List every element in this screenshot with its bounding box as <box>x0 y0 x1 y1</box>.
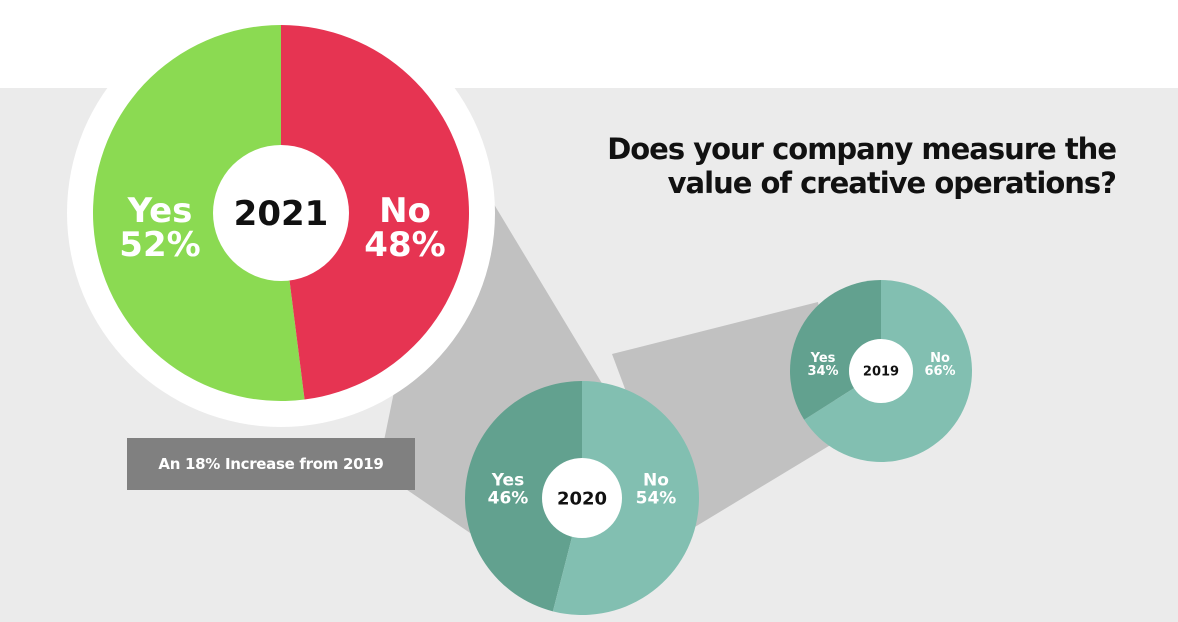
pie-2021-label-no: No 48% <box>364 191 445 265</box>
pie-2020-label-no: No 54% <box>636 470 677 508</box>
increase-note: An 18% Increase from 2019 <box>127 438 415 490</box>
pie-2020-slice-no <box>552 381 699 615</box>
pie-2019-label-no: No 66% <box>924 351 955 379</box>
pie-2021-slice-yes <box>93 25 305 401</box>
pie-2021-year-label: 2021 <box>234 194 329 234</box>
pie-2020-slice-yes <box>464 381 582 612</box>
pie-2021-label-yes: Yes 52% <box>119 191 200 265</box>
pie-2021-center <box>213 145 349 281</box>
pie-2020-center <box>542 458 622 538</box>
pie-2020-year-label: 2020 <box>557 488 607 509</box>
question-title-line-2: value of creative operations? <box>667 166 1117 200</box>
pie-2019-year-label: 2019 <box>863 365 899 380</box>
pie-chart-2021: 2021 Yes 52% No 48% <box>93 24 470 401</box>
pie-2019-center <box>849 339 913 403</box>
question-title: Does your company measure the value of c… <box>556 132 1117 200</box>
pie-chart-2020: 2020 Yes 46% No 54% <box>464 381 699 615</box>
pie-2019-label-yes: Yes 34% <box>807 351 838 379</box>
pie-2021-slice-no <box>281 24 470 400</box>
question-title-line-1: Does your company measure the <box>607 132 1117 166</box>
pie-chart-2019: 2019 Yes 34% No 66% <box>790 280 972 462</box>
pie-2020-label-yes: Yes 46% <box>488 470 529 508</box>
